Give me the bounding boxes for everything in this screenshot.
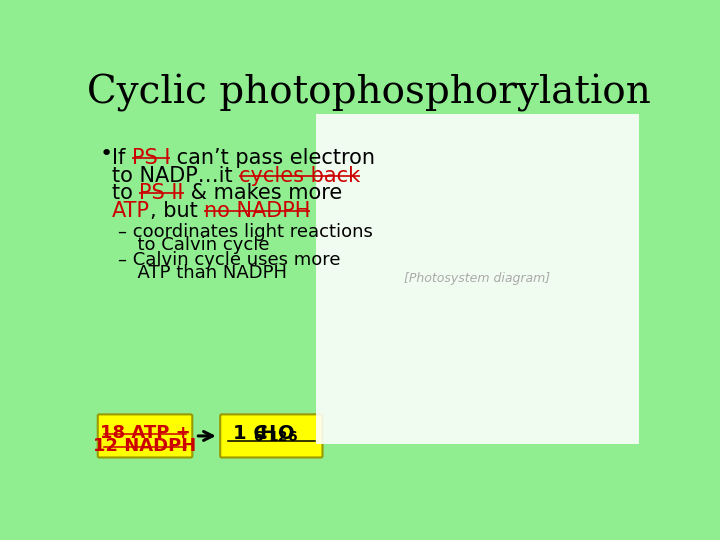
Text: PS I: PS I bbox=[132, 148, 170, 168]
Text: & makes more: & makes more bbox=[184, 184, 342, 204]
Text: cycles back: cycles back bbox=[239, 166, 360, 186]
Text: no NADPH: no NADPH bbox=[204, 201, 310, 221]
Text: 1 C: 1 C bbox=[233, 424, 267, 443]
Text: ATP: ATP bbox=[112, 201, 150, 221]
Text: to NADP…it: to NADP…it bbox=[112, 166, 239, 186]
Text: Cyclic photophosphorylation: Cyclic photophosphorylation bbox=[87, 75, 651, 112]
Text: O: O bbox=[277, 424, 294, 443]
Text: H: H bbox=[259, 424, 275, 443]
Text: can’t pass electron: can’t pass electron bbox=[170, 148, 375, 168]
Text: [Photosystem diagram]: [Photosystem diagram] bbox=[405, 272, 551, 285]
FancyBboxPatch shape bbox=[220, 414, 323, 457]
Text: 12: 12 bbox=[269, 430, 288, 444]
Text: PS II: PS II bbox=[139, 184, 184, 204]
Text: – coordinates light reactions: – coordinates light reactions bbox=[118, 222, 373, 241]
Text: to: to bbox=[112, 184, 139, 204]
FancyBboxPatch shape bbox=[98, 414, 192, 457]
Text: , but: , but bbox=[150, 201, 204, 221]
Text: ATP than NADPH: ATP than NADPH bbox=[126, 264, 287, 282]
Text: 6: 6 bbox=[287, 430, 297, 444]
Text: 6: 6 bbox=[253, 430, 263, 444]
FancyBboxPatch shape bbox=[316, 114, 639, 444]
Text: 12 NADPH: 12 NADPH bbox=[94, 437, 197, 455]
Text: 18 ATP +: 18 ATP + bbox=[99, 423, 190, 442]
Text: If: If bbox=[112, 148, 132, 168]
Text: – Calvin cycle uses more: – Calvin cycle uses more bbox=[118, 251, 341, 269]
Text: •: • bbox=[99, 144, 112, 164]
Text: to Calvin cycle: to Calvin cycle bbox=[126, 236, 269, 254]
